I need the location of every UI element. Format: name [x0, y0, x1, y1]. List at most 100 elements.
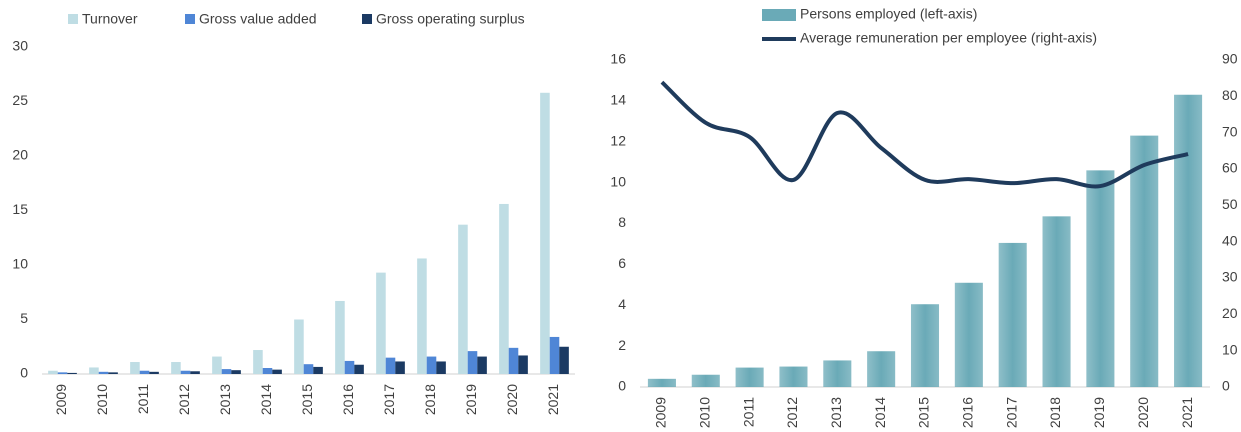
y-tick-label: 0 — [618, 378, 626, 394]
x-tick-label: 2020 — [504, 384, 520, 415]
bar — [67, 372, 77, 374]
x-tick-label: 2019 — [463, 384, 479, 415]
bar — [335, 300, 345, 374]
bar — [1130, 135, 1159, 387]
y2-tick-label: 60 — [1222, 160, 1238, 176]
bar — [313, 366, 323, 374]
y-tick-label: 8 — [618, 214, 626, 230]
bar — [910, 304, 940, 387]
legend-swatch — [762, 9, 796, 21]
bar — [954, 282, 983, 387]
bar — [467, 351, 478, 374]
legend-label: Turnover — [82, 11, 138, 27]
y-tick-label: 6 — [618, 255, 626, 271]
x-tick-label: 2009 — [53, 384, 69, 415]
bar — [735, 367, 764, 387]
bar — [171, 362, 181, 374]
y-tick-label: 20 — [12, 147, 28, 163]
bar — [385, 357, 396, 374]
bar — [426, 356, 437, 374]
bar — [253, 350, 263, 374]
x-tick-label: 2016 — [340, 384, 356, 415]
bar — [540, 92, 550, 374]
y2-tick-label: 0 — [1222, 378, 1230, 394]
y-tick-label: 0 — [20, 365, 28, 381]
bar — [499, 203, 509, 374]
bar — [647, 378, 676, 387]
y-tick-label: 10 — [12, 256, 28, 272]
x-tick-label: 2016 — [960, 397, 976, 428]
bar — [149, 371, 159, 374]
legend-swatch — [68, 14, 78, 24]
bar — [518, 355, 528, 374]
bar — [1086, 170, 1115, 387]
y2-tick-label: 70 — [1222, 123, 1238, 139]
bar — [376, 272, 386, 374]
bar — [180, 370, 191, 374]
y-tick-label: 10 — [610, 173, 626, 189]
y-tick-label: 14 — [610, 92, 626, 108]
legend-label: Average remuneration per employee (right… — [800, 30, 1097, 46]
bar — [1042, 216, 1071, 387]
x-tick-label: 2017 — [381, 384, 397, 415]
y2-tick-label: 30 — [1222, 269, 1238, 285]
x-tick-label: 2010 — [94, 384, 110, 415]
x-tick-label: 2010 — [696, 397, 712, 428]
x-tick-label: 2017 — [1003, 397, 1019, 428]
bar — [508, 347, 519, 374]
y-tick-label: 12 — [610, 132, 626, 148]
x-tick-label: 2011 — [740, 397, 756, 427]
y-tick-label: 25 — [12, 92, 28, 108]
bar — [231, 370, 241, 374]
bar — [998, 242, 1027, 387]
x-tick-label: 2013 — [217, 384, 233, 415]
x-tick-label: 2011 — [135, 384, 151, 414]
y2-tick-label: 50 — [1222, 196, 1238, 212]
y-tick-label: 4 — [618, 296, 626, 312]
x-tick-label: 2015 — [916, 397, 932, 428]
legend-label: Persons employed (left-axis) — [800, 6, 977, 22]
line — [660, 80, 1189, 189]
bar — [130, 362, 140, 374]
x-tick-label: 2021 — [1179, 397, 1195, 428]
bar — [867, 351, 896, 387]
bar — [89, 367, 99, 374]
bar — [303, 364, 314, 374]
y-tick-label: 30 — [12, 38, 28, 54]
bar — [436, 361, 446, 374]
legend-label: Gross operating surplus — [376, 11, 525, 27]
y2-tick-label: 40 — [1222, 232, 1238, 248]
y2-tick-label: 90 — [1222, 51, 1238, 67]
bar — [417, 258, 427, 374]
x-tick-label: 2018 — [422, 384, 438, 415]
bar — [262, 368, 273, 374]
bar — [1174, 94, 1203, 388]
bar — [98, 371, 109, 374]
y-tick-label: 5 — [20, 310, 28, 326]
y-tick-label: 15 — [12, 201, 28, 217]
bar — [272, 369, 282, 374]
bar — [212, 356, 222, 374]
bar — [779, 366, 808, 387]
y2-tick-label: 20 — [1222, 305, 1238, 321]
bar — [691, 374, 720, 387]
bar — [823, 360, 852, 387]
bar — [139, 370, 150, 374]
bar — [354, 364, 364, 374]
x-tick-label: 2020 — [1135, 397, 1151, 428]
x-tick-label: 2019 — [1091, 397, 1107, 428]
bar — [221, 369, 232, 374]
y-tick-label: 16 — [610, 51, 626, 67]
y2-tick-label: 10 — [1222, 341, 1238, 357]
bar — [559, 346, 569, 374]
bar — [57, 372, 68, 374]
x-tick-label: 2013 — [828, 397, 844, 428]
bar — [477, 356, 487, 374]
x-tick-label: 2009 — [653, 397, 669, 428]
legend-swatch — [185, 14, 195, 24]
x-tick-label: 2021 — [545, 384, 561, 415]
x-tick-label: 2012 — [784, 397, 800, 428]
x-tick-label: 2012 — [176, 384, 192, 415]
